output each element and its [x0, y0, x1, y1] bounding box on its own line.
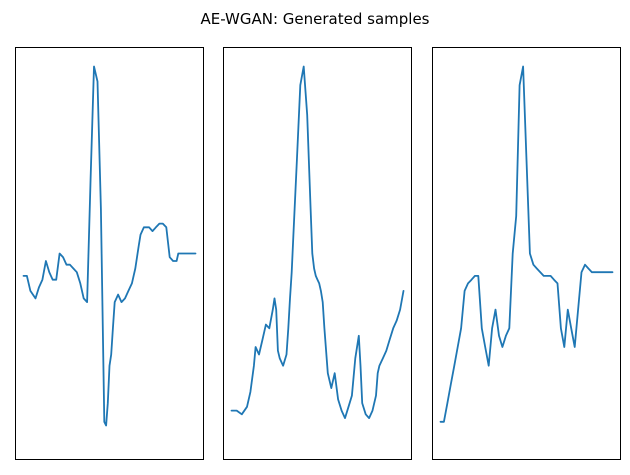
subplot-1-trace-group: [22, 65, 197, 427]
subplot-3: [432, 47, 621, 460]
subplot-3-series-1-line: [439, 65, 614, 423]
subplot-2-series-1-line: [230, 65, 405, 420]
figure-title: AE-WGAN: Generated samples: [201, 10, 430, 28]
subplot-2-frame: [223, 47, 412, 460]
subplot-3-frame: [432, 47, 621, 460]
subplot-1: [15, 47, 204, 460]
subplot-2-trace-group: [230, 65, 405, 420]
subplot-3-trace-group: [439, 65, 614, 423]
subplot-1-series-1-line: [22, 65, 197, 427]
subplot-1-frame: [15, 47, 204, 460]
subplot-2: [223, 47, 412, 460]
